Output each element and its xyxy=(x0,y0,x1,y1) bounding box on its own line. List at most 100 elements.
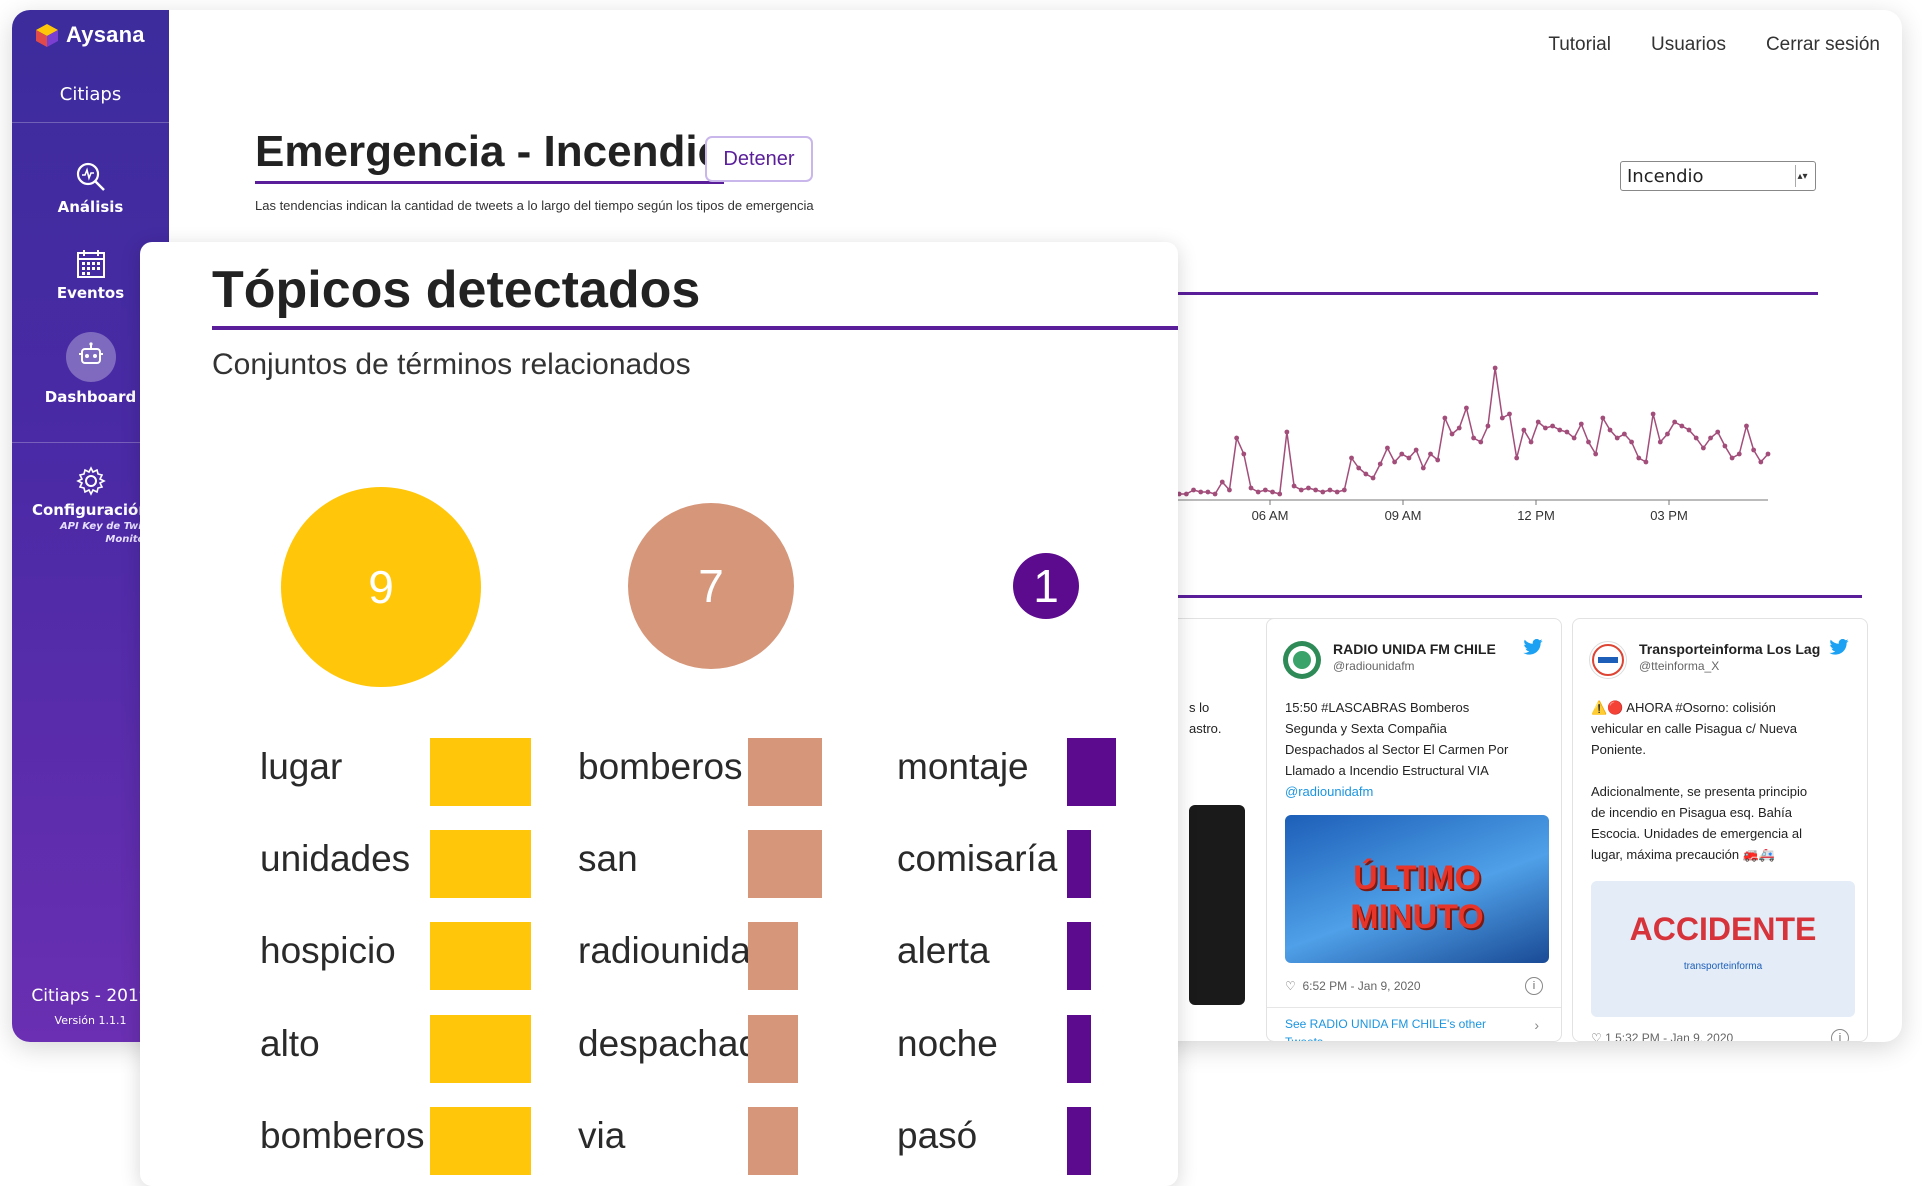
tweet-text: ⚠️🔴 AHORA #Osorno: colisión vehicular en… xyxy=(1591,697,1853,865)
trend-point xyxy=(1672,419,1678,425)
twitter-bird-icon xyxy=(1523,639,1543,655)
tweet-mention[interactable]: @radiounidafm xyxy=(1285,784,1374,799)
trend-point xyxy=(1715,429,1721,435)
version-label: Versión 1.1.1 xyxy=(54,1014,127,1027)
topic-term: lugar xyxy=(260,746,343,787)
trend-point xyxy=(1284,429,1290,435)
chart-tick-label: 09 AM xyxy=(1385,508,1422,520)
trend-point xyxy=(1571,435,1577,441)
trend-point xyxy=(1385,445,1390,451)
info-icon[interactable]: i xyxy=(1525,977,1543,995)
page-subtitle: Las tendencias indican la cantidad de tw… xyxy=(255,198,814,213)
topics-subtitle: Conjuntos de términos relacionados xyxy=(212,348,691,381)
sidebar-item-eventos[interactable]: Eventos xyxy=(12,248,169,302)
trend-point xyxy=(1485,423,1491,429)
topic-term: san xyxy=(578,838,638,879)
tweet-timestamp: ♡ 6:52 PM - Jan 9, 2020 xyxy=(1285,979,1421,993)
trend-point xyxy=(1679,423,1685,429)
chart-tick-label: 06 AM xyxy=(1252,508,1289,520)
topic-bubble-2[interactable]: 7 xyxy=(628,503,794,669)
trend-point xyxy=(1629,439,1634,445)
trend-point xyxy=(1198,489,1204,495)
sidebar-footer: Citiaps - 2019 xyxy=(31,986,150,1006)
analysis-icon xyxy=(76,162,105,191)
chart-tick-label: 03 PM xyxy=(1650,508,1688,520)
trend-point xyxy=(1313,487,1319,493)
trend-point xyxy=(1306,485,1311,491)
tweet-line: Segunda y Sexta Compañia xyxy=(1285,721,1447,736)
trend-point xyxy=(1399,451,1405,457)
avatar[interactable] xyxy=(1283,641,1321,679)
sidebar-item-label: Análisis xyxy=(57,198,124,216)
sidebar-item-label: Configuración xyxy=(31,501,150,519)
chart-rule xyxy=(1172,292,1818,295)
trend-chart: 06 AM 09 AM 12 PM 03 PM xyxy=(1172,365,1771,520)
trend-point xyxy=(1370,475,1376,481)
trend-point xyxy=(1586,439,1591,445)
trend-point xyxy=(1234,435,1240,441)
tweet-media[interactable]: ACCIDENTE transporteinforma xyxy=(1591,881,1855,1017)
config-sub-monitor[interactable]: Monitoreo xyxy=(105,534,163,545)
tweet-line: Poniente. xyxy=(1591,742,1646,757)
trend-point xyxy=(1700,445,1706,451)
tweet-author-name[interactable]: Transporteinforma Los Lag xyxy=(1639,641,1821,657)
trend-point xyxy=(1593,451,1599,457)
topics-title: Tópicos detectados xyxy=(212,261,701,319)
trend-point xyxy=(1262,487,1268,493)
nav-logout[interactable]: Cerrar sesión xyxy=(1765,34,1880,55)
trend-point xyxy=(1435,457,1441,463)
robot-icon xyxy=(65,332,116,382)
tweet-text: s lo xyxy=(1189,700,1210,715)
trend-point xyxy=(1542,425,1548,431)
sidebar-item-configuracion[interactable]: Configuración xyxy=(12,465,169,519)
trend-point xyxy=(1442,415,1448,421)
avatar[interactable] xyxy=(1589,641,1627,679)
topic-term-bar xyxy=(430,922,531,990)
topic-bubble-1[interactable]: 9 xyxy=(281,487,481,687)
trend-point xyxy=(1420,465,1426,471)
nav-tutorial[interactable]: Tutorial xyxy=(1548,34,1611,55)
sidebar-item-analisis[interactable]: Análisis xyxy=(12,160,169,216)
trend-point xyxy=(1722,443,1728,449)
tweet-author-handle[interactable]: @tteinforma_X xyxy=(1639,659,1720,673)
trend-point xyxy=(1377,461,1383,467)
config-sub-apikey[interactable]: API Key de Twitter xyxy=(59,521,163,532)
trend-point xyxy=(1686,427,1692,433)
trend-point xyxy=(1693,435,1699,441)
trend-point xyxy=(1471,435,1476,441)
topic-bubble-3[interactable]: 1 xyxy=(1013,553,1079,619)
topic-term-bar xyxy=(748,1107,798,1175)
brand[interactable]: Aysana xyxy=(34,22,145,48)
info-icon[interactable]: i xyxy=(1831,1029,1849,1041)
tweet-card[interactable]: RADIO UNIDA FM CHILE @radiounidafm 15:50… xyxy=(1266,618,1562,1042)
trend-point xyxy=(1241,451,1247,457)
tweet-author-handle[interactable]: @radiounidafm xyxy=(1333,659,1415,673)
stop-button[interactable]: Detener xyxy=(705,136,813,182)
trend-point xyxy=(1557,427,1563,433)
trend-point xyxy=(1507,411,1512,417)
trend-point xyxy=(1665,431,1670,437)
tweet-timestamp: ♡ 1 5:32 PM - Jan 9, 2020 xyxy=(1591,1031,1733,1041)
tweet-text: astro. xyxy=(1189,721,1222,736)
trend-point xyxy=(1765,451,1771,457)
tweet-more-link[interactable]: See RADIO UNIDA FM CHILE's other Tweets xyxy=(1285,1017,1487,1042)
topic-term: noche xyxy=(897,1023,998,1064)
topic-term: pasó xyxy=(897,1115,978,1156)
chart-tick-label: 12 PM xyxy=(1517,508,1555,520)
tweet-media[interactable]: ÚLTIMO MINUTO xyxy=(1285,815,1549,963)
trend-point xyxy=(1535,419,1541,425)
tweet-author-name[interactable]: RADIO UNIDA FM CHILE xyxy=(1333,641,1496,657)
trend-point xyxy=(1227,487,1232,493)
nav-usuarios[interactable]: Usuarios xyxy=(1650,34,1726,55)
sidebar-item-dashboard[interactable]: Dashboard xyxy=(12,332,169,406)
page-title: Emergencia - Incendio xyxy=(255,127,725,184)
tweet-line: de incendio en Pisagua esq. Bahía xyxy=(1591,805,1792,820)
trend-point xyxy=(1255,489,1261,495)
media-caption: ÚLTIMO MINUTO xyxy=(1350,859,1484,936)
trend-point xyxy=(1751,447,1757,453)
trend-point xyxy=(1614,435,1620,441)
emergency-type-select[interactable]: Incendio ▴▾ xyxy=(1620,161,1816,191)
tweet-media[interactable] xyxy=(1189,805,1245,1005)
trend-point xyxy=(1191,487,1196,493)
tweet-card[interactable]: Transporteinforma Los Lag @tteinforma_X … xyxy=(1572,618,1868,1042)
